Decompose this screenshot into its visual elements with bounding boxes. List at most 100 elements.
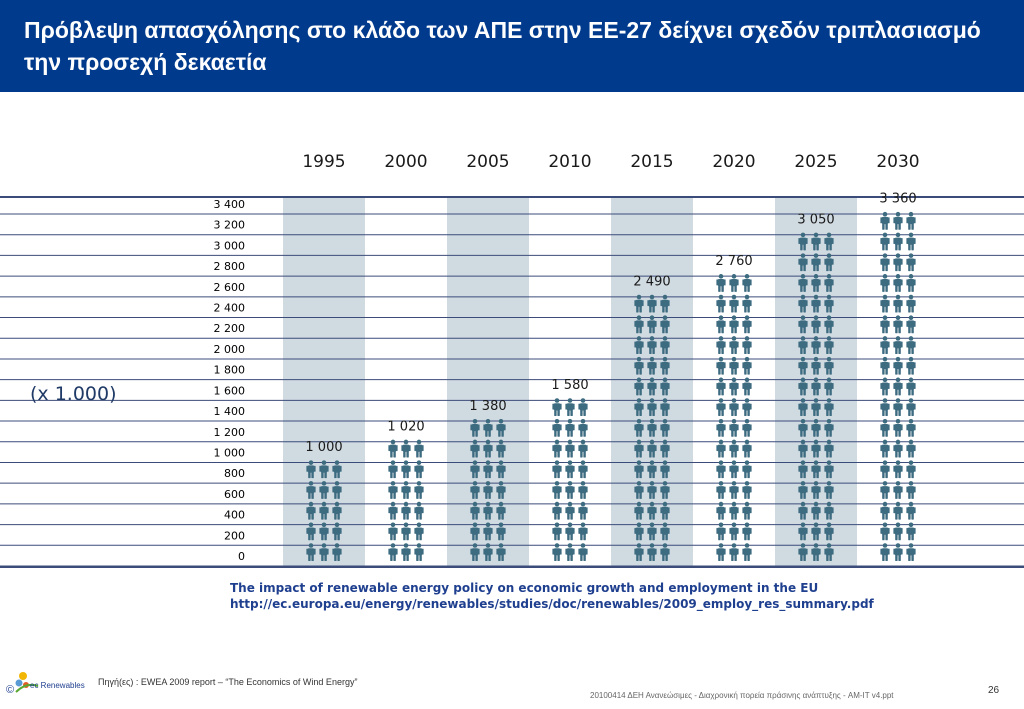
person-icon: [880, 253, 890, 272]
person-icon: [880, 460, 890, 479]
y-tick-label: 1 200: [214, 426, 246, 439]
person-icon: [716, 543, 726, 561]
person-icon: [716, 336, 726, 354]
person-icon: [880, 439, 890, 458]
person-icon: [742, 501, 752, 520]
y-axis-tick-labels: 3 400 3 200 3 000 2 800 2 600 2 400 2 200 2 000…: [214, 198, 246, 563]
y-tick-label: 600: [224, 488, 245, 501]
person-icon: [578, 439, 588, 458]
person-icon: [893, 522, 903, 541]
person-icon: [893, 398, 903, 417]
person-icon: [880, 294, 890, 313]
renewables-logo: © ec Renewables: [6, 672, 85, 696]
copyright-mark: ©: [6, 684, 14, 696]
y-tick-label: 800: [224, 467, 245, 480]
person-icon: [742, 356, 752, 375]
bar-2010: [552, 398, 588, 561]
person-icon: [906, 356, 916, 375]
person-icon: [906, 418, 916, 437]
person-icon: [906, 336, 916, 354]
person-icon: [893, 315, 903, 334]
footer-filename: 20100414 ΔΕΗ Ανανεώσιμες - Διαχρονική πο…: [590, 691, 894, 700]
bar-2030: [880, 211, 916, 561]
person-icon: [578, 501, 588, 520]
unit-label: (x 1.000): [30, 383, 117, 405]
person-icon: [880, 522, 890, 541]
person-icon: [893, 253, 903, 272]
person-icon: [906, 481, 916, 499]
person-icon: [880, 398, 890, 417]
person-icon: [401, 522, 411, 541]
x-tick-label-2020: 2020: [712, 152, 755, 172]
value-label-2030: 3 360: [879, 192, 916, 207]
person-icon: [414, 501, 424, 520]
person-icon: [401, 501, 411, 520]
y-tick-label: 3 000: [214, 239, 246, 252]
person-icon: [388, 501, 398, 520]
y-tick-label: 1 800: [214, 364, 246, 377]
person-icon: [578, 543, 588, 561]
x-tick-label-2030: 2030: [876, 152, 919, 172]
logo-text: ec Renewables: [30, 681, 85, 690]
person-icon: [578, 418, 588, 437]
person-icon: [565, 398, 575, 417]
person-icon: [893, 336, 903, 354]
person-icon: [893, 439, 903, 458]
person-icon: [729, 336, 739, 354]
person-icon: [388, 522, 398, 541]
person-icon: [552, 501, 562, 520]
value-label-2000: 1 020: [387, 419, 424, 434]
person-icon: [729, 543, 739, 561]
y-tick-label: 200: [224, 529, 245, 542]
person-icon: [742, 398, 752, 417]
person-icon: [729, 315, 739, 334]
person-icon: [716, 522, 726, 541]
person-icon: [729, 418, 739, 437]
footer-source: Πηγή(ες) : EWEA 2009 report – “The Econo…: [98, 677, 358, 687]
person-icon: [401, 543, 411, 561]
person-icon: [552, 543, 562, 561]
value-label-1995: 1 000: [305, 440, 342, 455]
person-icon: [716, 418, 726, 437]
y-tick-label: 2 000: [214, 343, 246, 356]
person-icon: [742, 460, 752, 479]
person-icon: [565, 460, 575, 479]
person-icon: [906, 543, 916, 561]
person-icon: [742, 377, 752, 396]
y-tick-label: 2 600: [214, 281, 246, 294]
person-icon: [906, 211, 916, 230]
person-icon: [893, 481, 903, 499]
person-icon: [729, 481, 739, 499]
person-icon: [716, 315, 726, 334]
value-label-2015: 2 490: [633, 275, 670, 290]
person-icon: [388, 543, 398, 561]
person-icon: [906, 398, 916, 417]
person-icon: [742, 336, 752, 354]
bar-2000: [388, 439, 424, 561]
x-tick-label-2025: 2025: [794, 152, 837, 172]
person-icon: [880, 481, 890, 499]
person-icon: [401, 439, 411, 458]
y-tick-label: 2 800: [214, 260, 246, 273]
bar-2020: [716, 274, 752, 561]
header-bar: Πρόβλεψη απασχόλησης στο κλάδο των ΑΠΕ σ…: [0, 0, 1024, 92]
person-icon: [880, 232, 890, 251]
person-icon: [565, 522, 575, 541]
person-icon: [906, 377, 916, 396]
y-tick-label: 3 200: [214, 219, 246, 232]
person-icon: [578, 398, 588, 417]
person-icon: [729, 439, 739, 458]
person-icon: [729, 460, 739, 479]
value-label-2025: 3 050: [797, 212, 834, 227]
gridlines: [0, 196, 1024, 568]
person-icon: [414, 439, 424, 458]
person-icon: [742, 294, 752, 313]
person-icon: [552, 439, 562, 458]
y-tick-label: 1 000: [214, 446, 246, 459]
person-icon: [565, 481, 575, 499]
person-icon: [906, 522, 916, 541]
person-icon: [742, 481, 752, 499]
source-url[interactable]: http://ec.europa.eu/energy/renewables/st…: [230, 597, 874, 611]
x-tick-label-2000: 2000: [384, 152, 427, 172]
person-icon: [716, 481, 726, 499]
